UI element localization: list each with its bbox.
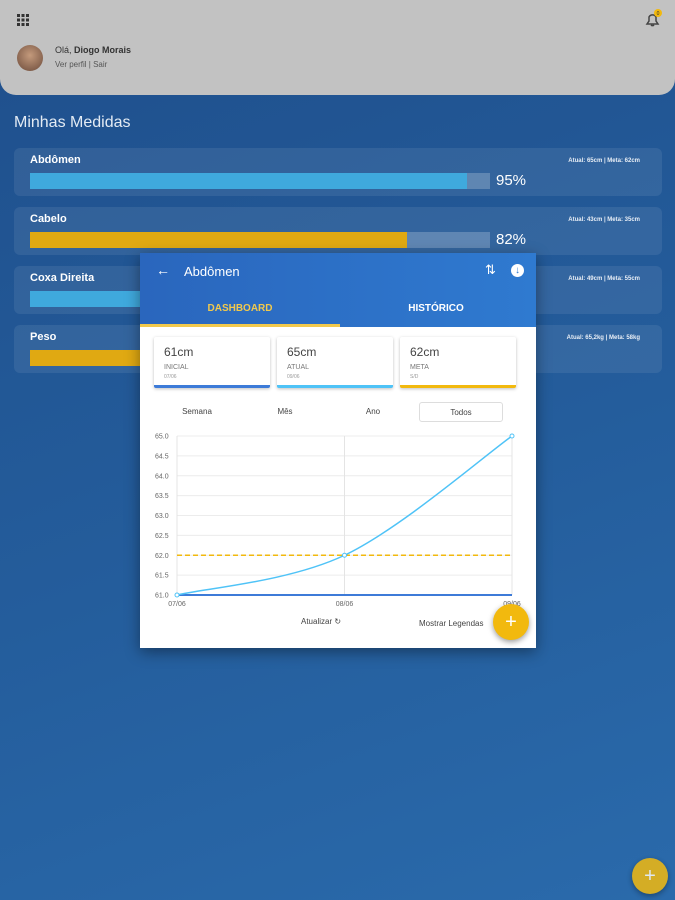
y-tick-label: 65.0 (155, 434, 169, 441)
download-button[interactable]: ↓ (511, 264, 524, 277)
progress-track (30, 232, 490, 248)
legend-toggle[interactable]: Mostrar Legendas (419, 619, 484, 628)
stat-date: S/D (410, 374, 419, 380)
measure-name: Abdômen (30, 154, 81, 166)
period-button[interactable]: Mês (277, 407, 293, 416)
stat-value: 65cm (287, 345, 317, 359)
add-button[interactable]: + (493, 604, 529, 640)
x-tick-label: 08/06 (336, 601, 354, 608)
tab-indicator (140, 324, 340, 327)
measure-detail: Atual: 43cm | Meta: 35cm (568, 217, 640, 223)
greeting-line: Olá, Diogo Morais (55, 45, 131, 55)
bell-icon[interactable]: 0 (644, 9, 664, 29)
refresh-button[interactable]: Atualizar ↻ (301, 617, 342, 626)
badge: 0 (657, 11, 660, 17)
stat-value: 62cm (410, 345, 440, 359)
stat-card: 61cm INICIAL 07/06 (154, 337, 270, 388)
section-title: Minhas Medidas (14, 114, 131, 131)
data-point (342, 552, 347, 558)
measure-name: Coxa Direita (30, 272, 95, 284)
measure-card[interactable]: Abdômen Atual: 65cm | Meta: 62cm 95% (14, 148, 662, 196)
apps-icon[interactable] (16, 12, 30, 26)
measure-name: Cabelo (30, 213, 67, 225)
tab[interactable]: HISTÓRICO (408, 303, 464, 314)
back-button[interactable]: ← (156, 262, 170, 278)
y-tick-label: 63.0 (155, 513, 169, 520)
period-button[interactable]: Todos (419, 402, 503, 422)
stat-card: 65cm ATUAL 09/06 (277, 337, 393, 388)
tab[interactable]: DASHBOARD (207, 303, 273, 314)
stat-card: 62cm META S/D (400, 337, 516, 388)
add-button[interactable]: + (632, 858, 668, 894)
dialog-title: Abdômen (184, 264, 240, 279)
y-tick-label: 62.0 (155, 553, 169, 560)
stat-date: 07/06 (164, 374, 177, 380)
y-tick-label: 63.5 (155, 493, 169, 500)
chart: 61.0 61.5 62.0 62.5 63.0 63.5 64.0 64.5 65.0 07/0… (155, 433, 521, 608)
dialog-header: ← Abdômen ⇅ ↓ DASHBOARD HISTÓRICO (140, 253, 536, 327)
progress-bar (30, 232, 408, 248)
sort-button[interactable]: ⇅ (485, 262, 496, 277)
period-button[interactable]: Semana (182, 407, 212, 416)
data-point (174, 592, 180, 598)
header: 0 Olá, Diogo Morais Ver perfil | Sair (0, 0, 675, 95)
progress-label: 82% (496, 231, 527, 248)
measure-detail: Atual: 49cm | Meta: 55cm (568, 276, 640, 282)
y-tick-label: 64.5 (155, 453, 169, 460)
avatar[interactable] (17, 45, 43, 71)
y-tick-label: 61.0 (155, 593, 169, 600)
measure-detail: Atual: 65,2kg | Meta: 58kg (566, 335, 640, 341)
x-tick-label: 07/06 (168, 601, 186, 608)
progress-track (30, 173, 490, 189)
measure-card[interactable]: Cabelo Atual: 43cm | Meta: 35cm 82% (14, 207, 662, 255)
stat-label: META (410, 364, 429, 371)
profile-links[interactable]: Ver perfil | Sair (55, 60, 108, 69)
dialog: ← Abdômen ⇅ ↓ DASHBOARD HISTÓRICO 61.0 61… (140, 253, 536, 648)
y-tick-label: 61.5 (155, 573, 169, 580)
measure-name: Peso (30, 331, 57, 343)
stat-label: ATUAL (287, 364, 310, 371)
measure-detail: Atual: 65cm | Meta: 62cm (568, 158, 640, 164)
stat-label: INICIAL (164, 364, 189, 371)
user-name: Diogo Morais (74, 45, 132, 55)
data-point (509, 433, 515, 439)
progress-bar (30, 173, 467, 189)
y-tick-label: 64.0 (155, 473, 169, 480)
y-tick-label: 62.5 (155, 533, 169, 540)
period-button[interactable]: Ano (365, 407, 381, 416)
greeting: Olá, (55, 45, 72, 55)
refresh-label: Atualizar (301, 617, 333, 626)
stat-value: 61cm (164, 345, 194, 359)
progress-label: 95% (496, 172, 527, 189)
stat-date: 09/06 (287, 374, 300, 380)
